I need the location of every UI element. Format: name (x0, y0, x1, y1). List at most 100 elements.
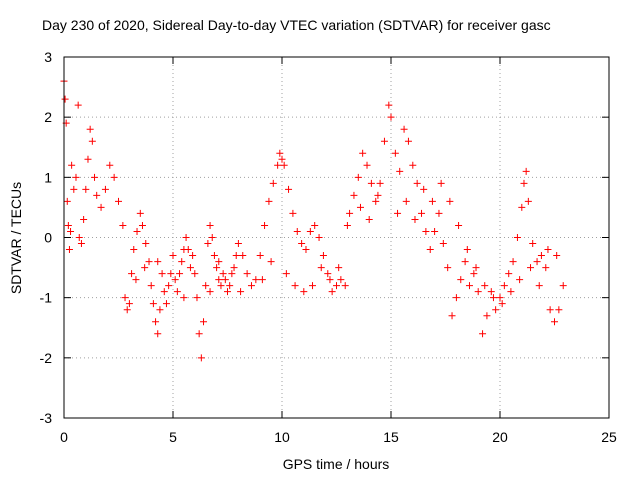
data-point (463, 246, 471, 254)
data-point (306, 227, 314, 235)
data-point (326, 276, 334, 284)
data-point (106, 161, 114, 169)
data-point (93, 191, 101, 199)
data-point (195, 330, 203, 338)
y-axis-label: SDTVAR / TECUs (8, 182, 24, 294)
x-axis-ticks: 0 5 10 15 20 25 (60, 57, 617, 445)
data-point (115, 197, 122, 205)
data-point (197, 354, 205, 362)
data-point (435, 209, 443, 217)
data-point (128, 270, 136, 278)
data-point (86, 125, 94, 133)
data-point (559, 282, 567, 290)
x-tick-label: 0 (60, 429, 68, 445)
data-point (276, 149, 284, 157)
data-point (130, 246, 138, 254)
data-point (444, 264, 452, 272)
data-point (70, 185, 78, 193)
data-point (409, 161, 417, 169)
data-point (75, 234, 83, 241)
data-point (372, 197, 380, 205)
data-point (269, 179, 277, 187)
data-point (439, 240, 447, 248)
data-point (267, 258, 275, 266)
data-point (119, 221, 127, 229)
data-point (158, 270, 166, 278)
data-point (167, 270, 175, 278)
data-point (68, 161, 76, 169)
data-point (239, 252, 247, 260)
data-point (309, 282, 317, 290)
data-point (169, 252, 177, 260)
x-axis-label: GPS time / hours (283, 456, 390, 472)
data-point (237, 288, 245, 296)
data-point (367, 179, 375, 187)
data-point (524, 197, 532, 205)
data-point (452, 294, 460, 302)
data-point (553, 252, 561, 260)
data-point (413, 179, 421, 187)
data-point (152, 318, 160, 326)
data-point (77, 240, 85, 248)
data-point (224, 288, 231, 296)
data-point (426, 246, 434, 254)
data-point (228, 270, 236, 278)
data-point (265, 197, 273, 205)
data-point (365, 215, 373, 223)
data-point (256, 252, 264, 260)
data-point (182, 234, 190, 241)
data-point (481, 282, 489, 290)
data-point (346, 209, 354, 217)
data-point (507, 288, 515, 296)
data-point (448, 312, 456, 320)
data-point (337, 276, 345, 284)
data-point (335, 264, 343, 272)
data-point (411, 215, 419, 223)
data-point (72, 173, 80, 181)
data-point (509, 258, 517, 266)
chart-title: Day 230 of 2020, Sidereal Day-to-day VTE… (42, 17, 551, 33)
data-point (206, 288, 214, 296)
data-point (431, 227, 439, 235)
data-point (191, 270, 199, 278)
data-point (315, 234, 323, 241)
y-tick-label: 1 (44, 169, 52, 185)
data-point (535, 282, 543, 290)
data-point (136, 209, 144, 217)
data-point (206, 221, 214, 229)
data-point (404, 137, 412, 145)
data-point (518, 203, 526, 211)
data-point (147, 282, 155, 290)
data-point (178, 258, 186, 266)
data-point (394, 209, 402, 217)
data-point (387, 113, 395, 121)
data-point (492, 306, 500, 314)
data-point (202, 282, 210, 290)
data-point (500, 282, 508, 290)
data-point (470, 270, 478, 278)
data-point (193, 294, 201, 302)
data-point (289, 209, 297, 217)
data-point (544, 246, 552, 254)
data-point (391, 149, 399, 157)
data-point (204, 240, 212, 248)
data-point (437, 179, 445, 187)
data-point (67, 227, 75, 235)
data-point (487, 288, 495, 296)
data-point (422, 227, 430, 235)
y-tick-label: -1 (40, 290, 53, 306)
data-point (230, 264, 238, 272)
data-point (200, 318, 208, 326)
data-point (520, 179, 528, 187)
data-point (189, 252, 197, 260)
data-point (232, 252, 240, 260)
data-point (160, 288, 168, 296)
grid-lines (64, 57, 609, 418)
y-tick-label: -2 (40, 350, 53, 366)
data-point (354, 173, 362, 181)
data-point (341, 282, 349, 290)
data-point (101, 185, 109, 193)
data-point (489, 294, 497, 302)
data-point (162, 300, 170, 308)
data-point (522, 167, 530, 175)
